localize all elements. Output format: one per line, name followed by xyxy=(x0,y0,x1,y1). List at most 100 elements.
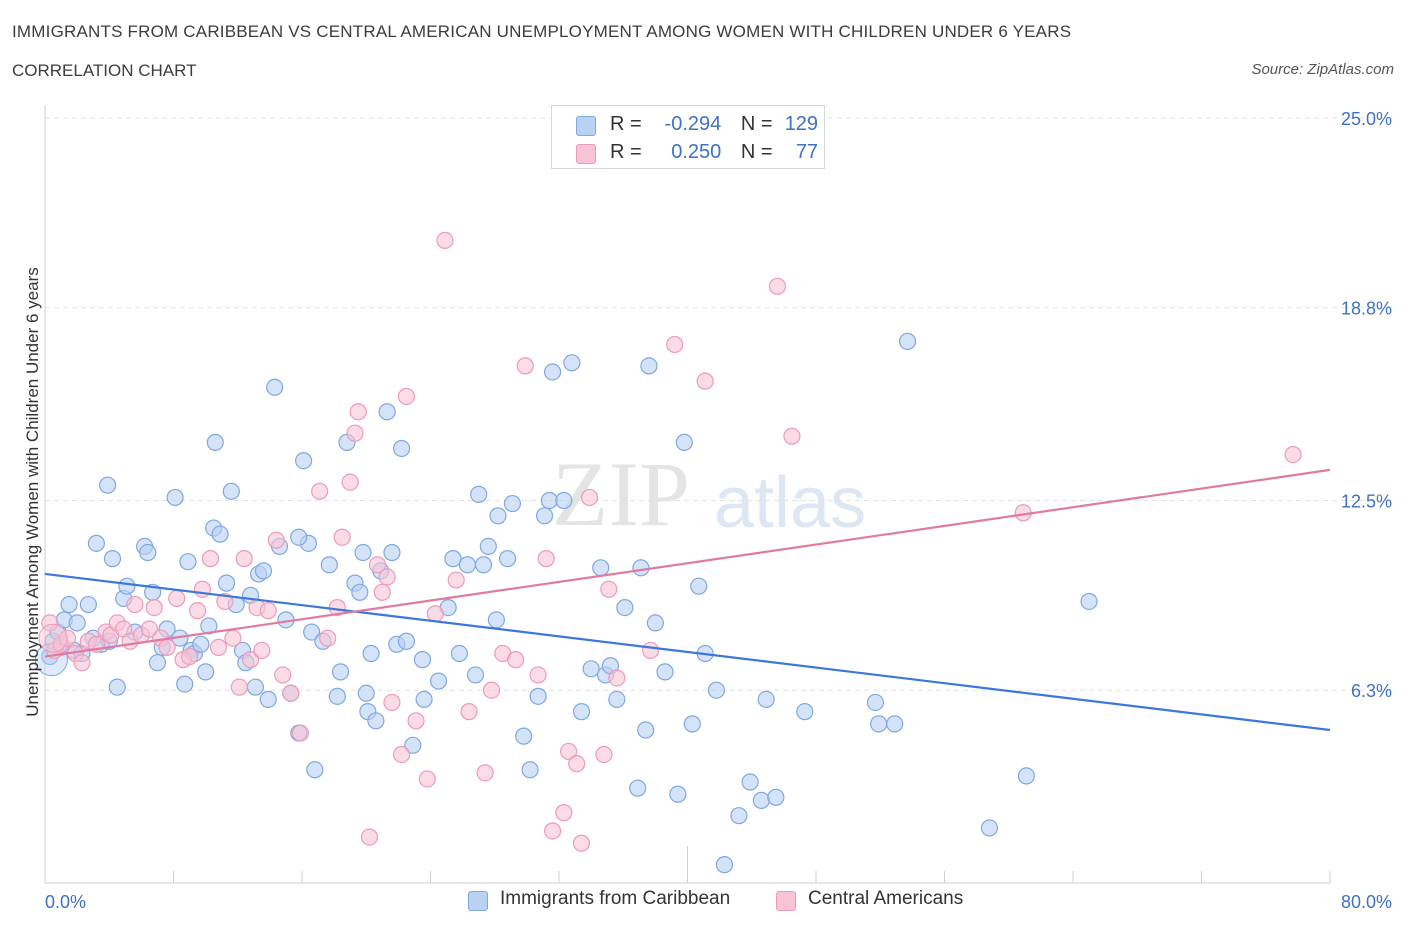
data-point xyxy=(555,491,573,510)
data-point xyxy=(259,602,277,620)
data-point xyxy=(666,335,684,354)
data-point xyxy=(515,727,533,745)
data-point xyxy=(216,592,234,611)
data-point xyxy=(543,363,562,381)
data-point xyxy=(898,332,917,350)
data-point xyxy=(529,687,547,705)
trend-line-caribbean xyxy=(44,572,1331,732)
legend-label: Central Americans xyxy=(808,888,964,909)
data-point xyxy=(217,574,236,592)
gridlines xyxy=(45,117,1392,691)
data-point xyxy=(383,543,401,562)
data-point xyxy=(715,856,734,874)
n-label: N = xyxy=(740,141,773,163)
data-point xyxy=(192,635,210,653)
data-point xyxy=(60,595,78,614)
data-point xyxy=(592,559,610,577)
data-point xyxy=(362,644,380,663)
data-point xyxy=(466,666,485,684)
data-point xyxy=(796,703,814,721)
data-point xyxy=(87,534,106,552)
data-point xyxy=(426,605,444,623)
chart-subtitle: CORRELATION CHART xyxy=(12,61,197,80)
data-point xyxy=(482,681,501,699)
data-point xyxy=(148,654,167,672)
n-value: 77 xyxy=(795,141,819,163)
data-point xyxy=(521,761,539,779)
data-point xyxy=(529,666,547,684)
data-point xyxy=(266,378,284,396)
data-point xyxy=(383,693,401,712)
n-label: N = xyxy=(740,113,773,135)
data-point xyxy=(41,614,59,632)
data-point xyxy=(303,623,321,641)
data-point xyxy=(413,651,432,669)
data-point xyxy=(397,387,416,406)
data-point xyxy=(367,712,385,730)
data-point xyxy=(291,724,309,742)
data-point xyxy=(392,745,411,764)
data-point xyxy=(489,507,507,525)
data-point xyxy=(535,507,554,525)
data-point xyxy=(608,690,626,709)
data-point xyxy=(696,372,714,390)
data-point xyxy=(139,543,157,562)
chart-title: IMMIGRANTS FROM CARIBBEAN VS CENTRAL AME… xyxy=(12,22,1072,41)
data-point xyxy=(351,583,369,601)
data-point xyxy=(168,589,186,608)
data-point xyxy=(980,819,999,837)
data-point xyxy=(768,277,787,295)
series-legend: Immigrants from Caribbean Central Americ… xyxy=(0,888,1406,916)
data-point xyxy=(319,629,337,647)
data-point xyxy=(328,687,346,705)
data-point xyxy=(730,807,748,825)
legend-label: Immigrants from Caribbean xyxy=(500,888,731,909)
data-point xyxy=(349,403,367,421)
data-point xyxy=(741,773,759,791)
data-point xyxy=(616,598,634,617)
data-point xyxy=(487,611,505,629)
data-point xyxy=(188,602,207,620)
data-point xyxy=(209,638,228,656)
central-american-swatch xyxy=(776,891,796,911)
data-point xyxy=(757,690,775,709)
data-point xyxy=(333,528,351,546)
central-american-swatch xyxy=(576,144,596,164)
data-point xyxy=(354,543,372,562)
data-point xyxy=(555,804,573,822)
data-point xyxy=(470,485,488,503)
data-point xyxy=(474,556,493,574)
caribbean-swatch xyxy=(576,116,596,136)
data-point xyxy=(669,785,687,803)
tick-labels: 6.3% 12.5% 18.8% 25.0% 0.0% 80.0% xyxy=(45,109,1392,912)
data-point xyxy=(600,580,618,598)
watermark-atlas: atlas xyxy=(714,463,866,543)
data-point xyxy=(180,647,199,666)
data-point xyxy=(783,427,801,445)
data-point xyxy=(320,556,338,574)
watermark-zip: ZIP xyxy=(552,443,690,545)
data-point xyxy=(560,742,578,761)
data-point xyxy=(282,684,300,702)
data-point xyxy=(886,715,904,733)
data-point xyxy=(507,651,525,669)
data-point xyxy=(242,651,260,669)
data-point xyxy=(103,550,122,568)
data-point xyxy=(179,553,197,571)
source-label: Source: ZipAtlas.com xyxy=(1251,61,1394,78)
data-point xyxy=(683,715,701,733)
data-point xyxy=(444,550,462,568)
data-point xyxy=(346,424,364,442)
data-point xyxy=(572,834,591,852)
r-value: -0.294 xyxy=(664,113,722,135)
data-point xyxy=(1017,767,1036,785)
data-point xyxy=(450,644,469,663)
data-point xyxy=(415,690,433,709)
data-point xyxy=(572,703,591,721)
data-point xyxy=(595,745,613,764)
data-point xyxy=(224,629,242,647)
data-point xyxy=(640,357,658,375)
data-point xyxy=(108,678,126,696)
data-point xyxy=(1080,592,1098,611)
